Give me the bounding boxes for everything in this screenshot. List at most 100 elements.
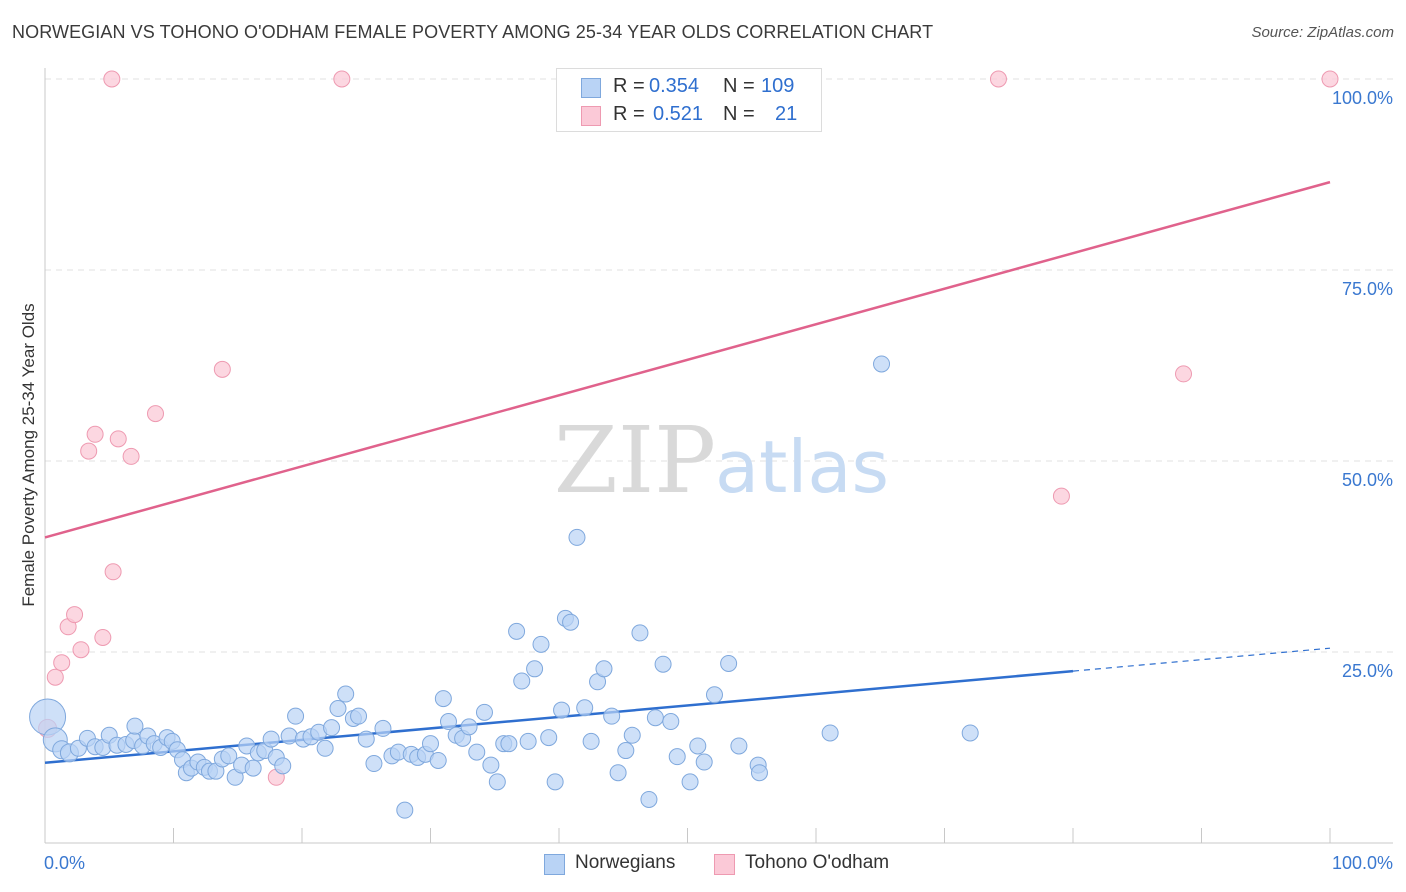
norwegian-point [274,757,292,775]
tohono-point [1321,70,1339,88]
tohono-point [104,563,122,581]
norwegian-point [631,624,649,642]
norwegian-point [961,724,979,742]
legend-row-norwegians: R = 0.354 N = 109 [557,73,821,101]
tohono-point [53,654,71,672]
legend-r-label: R = [613,75,645,97]
norwegian-point [705,686,723,704]
y-axis-label: Female Poverty Among 25-34 Year Olds [19,303,38,606]
norwegian-point [396,801,414,819]
norwegian-point [350,707,368,725]
norwegian-point [540,729,558,747]
tohono-point [989,70,1007,88]
norwegian-point [323,719,341,737]
gridlines [45,78,1393,653]
tohono-point [86,425,104,443]
y-tick-label: 50.0% [1342,470,1393,490]
norwegian-point [532,635,550,653]
norwegian-point [475,703,493,721]
legend-n-value: 21 [775,103,798,125]
bottom-legend-label: Tohono O'odham [745,852,890,873]
correlation-legend: R = 0.354 N = 109 R = 0.521 N = 21 [556,68,822,132]
tohono-point [103,70,121,88]
norwegian-point [553,701,571,719]
norwegian-point [730,737,748,755]
norwegian-point [617,742,635,760]
norwegian-point [316,739,334,757]
tohono-point [1175,365,1193,383]
norwegian-point [126,717,144,735]
watermark-zip: ZIP [554,407,716,514]
norwegian-point [374,719,392,737]
norwegian-point [654,655,672,673]
norwegian-point [488,773,506,791]
norwegian-points [29,355,979,819]
norwegian-point [568,528,586,546]
tohono-point [213,360,231,378]
norwegian-point [526,660,544,678]
norwegian-point [365,755,383,773]
norwegian-point [519,732,537,750]
tohono-trend-line [44,180,1331,539]
source-label: Source: ZipAtlas.com [1251,24,1394,41]
norwegian-point [468,743,486,761]
tohono-point [94,628,112,646]
norwegian-point [287,707,305,725]
norwegian-point [689,737,707,755]
legend-r-value: 0.354 [649,75,700,97]
tohono-point [72,641,90,659]
norwegian-point [623,726,641,744]
y-tick-label: 25.0% [1342,661,1393,681]
norwegian-point [508,622,526,640]
norwegian-point [595,660,613,678]
bottom-legend-swatch-pink [714,854,735,875]
norwegian-point [562,613,580,631]
norwegian-point [609,764,627,782]
bottom-legend-swatch-blue [544,854,565,875]
norwegian-point [513,672,531,690]
norwegian-point [280,727,298,745]
legend-n-value: 109 [761,75,795,97]
norwegian-point [646,709,664,727]
norwegian-point [750,764,768,782]
tohono-point [46,668,64,686]
norwegian-point [482,756,500,774]
norwegian-point [220,747,238,765]
tohono-point [109,430,127,448]
norwegian-point [662,713,680,731]
norwegian-point [695,753,713,771]
norwegian-point [821,724,839,742]
tohono-point [122,447,140,465]
legend-n-label: N = [723,103,755,125]
x-tick-label-max: 100.0% [1332,853,1393,873]
legend-swatch-pink [581,106,601,126]
norwegian-point [337,685,355,703]
tohono-point [333,70,351,88]
tohono-point [80,442,98,460]
norwegian-point [500,735,518,753]
bottom-legend-label: Norwegians [575,852,676,873]
norwegian-point [720,654,738,672]
norwegian-point [434,690,452,708]
legend-row-tohono: R = 0.521 N = 21 [557,101,821,129]
legend-n-label: N = [723,75,755,97]
norwegian-point [873,355,891,373]
legend-r-value: 0.521 [653,103,704,125]
tohono-point [1052,487,1070,505]
norwegian-point [668,748,686,766]
norwegian-point [546,773,564,791]
norwegian-point [460,718,478,736]
norwegian-point [603,707,621,725]
tohono-point [66,606,84,624]
norwegian-point [329,700,347,718]
tohono-point [147,405,165,423]
y-tick-label: 100.0% [1332,88,1393,108]
norwegian-point [681,773,699,791]
chart-title: NORWEGIAN VS TOHONO O'ODHAM FEMALE POVER… [12,22,934,42]
norwegian-point [429,751,447,769]
y-tick-label: 75.0% [1342,279,1393,299]
norwegian-point [422,735,439,753]
legend-swatch-blue [581,78,601,98]
norwegian-point [262,730,280,748]
